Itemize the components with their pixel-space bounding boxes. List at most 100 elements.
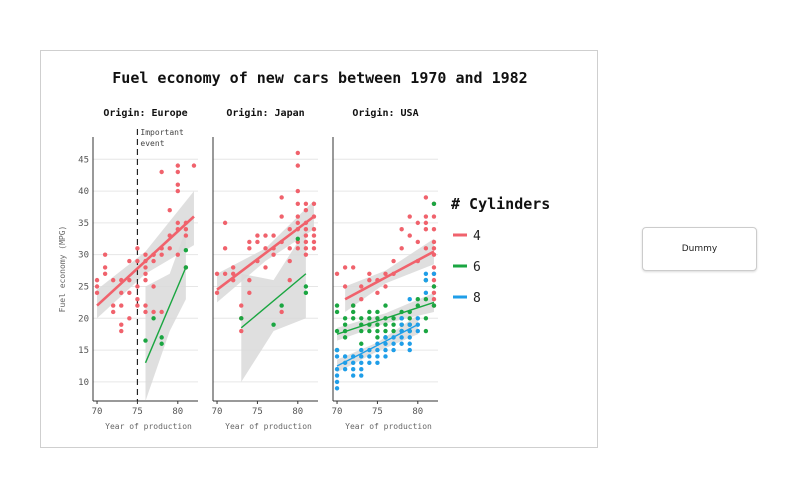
data-point-cyl-6 bbox=[334, 309, 340, 315]
y-tick-label: 40 bbox=[78, 187, 89, 197]
data-point-cyl-8 bbox=[431, 271, 437, 276]
data-point-cyl-4 bbox=[247, 239, 252, 245]
data-point-cyl-6 bbox=[367, 309, 372, 315]
data-point-cyl-6 bbox=[159, 335, 164, 340]
data-point-cyl-4 bbox=[143, 303, 148, 308]
data-point-cyl-4 bbox=[214, 271, 220, 276]
x-tick-label: 75 bbox=[372, 407, 383, 417]
data-point-cyl-4 bbox=[159, 252, 164, 257]
data-point-cyl-6 bbox=[383, 303, 388, 308]
data-point-cyl-6 bbox=[383, 328, 388, 334]
data-point-cyl-8 bbox=[359, 366, 364, 372]
data-point-cyl-4 bbox=[279, 214, 284, 219]
data-point-cyl-6 bbox=[334, 303, 340, 308]
data-point-cyl-8 bbox=[359, 354, 364, 359]
data-point-cyl-4 bbox=[287, 277, 292, 283]
data-point-cyl-4 bbox=[415, 239, 421, 245]
data-point-cyl-4 bbox=[423, 214, 429, 219]
data-point-cyl-8 bbox=[359, 360, 364, 366]
data-point-cyl-6 bbox=[303, 290, 309, 296]
x-axis-label: Year of production bbox=[345, 422, 432, 431]
data-point-cyl-4 bbox=[143, 277, 148, 283]
data-point-cyl-4 bbox=[94, 290, 100, 296]
data-point-cyl-4 bbox=[359, 297, 364, 302]
data-point-cyl-4 bbox=[263, 233, 268, 238]
data-point-cyl-4 bbox=[135, 297, 140, 302]
data-point-cyl-8 bbox=[423, 277, 429, 283]
data-point-cyl-4 bbox=[110, 309, 116, 315]
data-point-cyl-8 bbox=[399, 322, 404, 327]
data-point-cyl-8 bbox=[399, 335, 404, 340]
data-point-cyl-8 bbox=[383, 335, 388, 340]
data-point-cyl-8 bbox=[407, 341, 412, 346]
data-point-cyl-4 bbox=[135, 246, 140, 251]
data-point-cyl-6 bbox=[350, 316, 356, 321]
data-point-cyl-6 bbox=[431, 303, 437, 308]
data-point-cyl-6 bbox=[279, 303, 284, 308]
data-point-cyl-4 bbox=[383, 271, 388, 276]
data-point-cyl-6 bbox=[350, 303, 356, 308]
data-point-cyl-4 bbox=[431, 239, 437, 245]
data-point-cyl-8 bbox=[415, 316, 421, 321]
data-point-cyl-4 bbox=[110, 277, 116, 283]
figure-frame: Fuel economy of new cars between 1970 an… bbox=[40, 50, 598, 448]
legend-label-cyl-8: 8 bbox=[473, 291, 481, 306]
data-point-cyl-4 bbox=[311, 201, 317, 206]
data-point-cyl-4 bbox=[119, 290, 124, 296]
data-point-cyl-4 bbox=[247, 246, 252, 251]
data-point-cyl-4 bbox=[102, 265, 108, 270]
data-point-cyl-4 bbox=[119, 303, 124, 308]
data-point-cyl-6 bbox=[143, 338, 148, 343]
data-point-cyl-8 bbox=[407, 297, 412, 302]
x-tick-label: 80 bbox=[412, 407, 423, 417]
data-point-cyl-6 bbox=[431, 201, 437, 206]
annotation-text: Important bbox=[140, 128, 184, 137]
data-point-cyl-4 bbox=[102, 252, 108, 257]
data-point-cyl-6 bbox=[415, 297, 421, 302]
legend-title: # Cylinders bbox=[451, 195, 550, 213]
data-point-cyl-4 bbox=[415, 220, 421, 226]
data-point-cyl-4 bbox=[247, 290, 252, 296]
data-point-cyl-4 bbox=[431, 227, 437, 232]
data-point-cyl-4 bbox=[303, 246, 309, 251]
data-point-cyl-4 bbox=[295, 214, 301, 219]
data-point-cyl-8 bbox=[407, 335, 412, 340]
data-point-cyl-4 bbox=[431, 214, 437, 219]
data-point-cyl-4 bbox=[175, 188, 181, 194]
data-point-cyl-6 bbox=[271, 322, 276, 327]
data-point-cyl-4 bbox=[263, 246, 268, 251]
y-tick-label: 25 bbox=[78, 282, 89, 292]
data-point-cyl-8 bbox=[334, 386, 340, 391]
data-point-cyl-6 bbox=[367, 328, 372, 334]
data-point-cyl-8 bbox=[375, 354, 380, 359]
trend-line-cyl-4 bbox=[344, 250, 435, 301]
data-point-cyl-4 bbox=[271, 252, 276, 257]
data-point-cyl-4 bbox=[167, 246, 172, 251]
faceted-scatter-chart: Fuel economy of new cars between 1970 an… bbox=[58, 69, 550, 431]
x-tick-label: 70 bbox=[212, 407, 223, 417]
panel-title: Origin: Japan bbox=[226, 107, 304, 119]
data-point-cyl-6 bbox=[383, 322, 388, 327]
panel-originusa: Origin: USA 70 75 80 Year of production bbox=[332, 107, 438, 431]
data-point-cyl-4 bbox=[151, 284, 156, 289]
data-point-cyl-4 bbox=[263, 265, 268, 270]
data-point-cyl-6 bbox=[342, 316, 348, 321]
data-point-cyl-4 bbox=[94, 277, 100, 283]
data-point-cyl-4 bbox=[119, 322, 124, 327]
data-point-cyl-4 bbox=[110, 303, 116, 308]
data-point-cyl-4 bbox=[287, 227, 292, 232]
data-point-cyl-4 bbox=[303, 239, 309, 245]
dummy-button[interactable]: Dummy bbox=[642, 227, 757, 271]
data-point-cyl-4 bbox=[311, 233, 317, 238]
trend-line-cyl-6 bbox=[144, 267, 187, 364]
data-point-cyl-4 bbox=[367, 271, 372, 276]
data-point-cyl-4 bbox=[175, 163, 181, 168]
data-point-cyl-8 bbox=[383, 347, 388, 353]
data-point-cyl-4 bbox=[295, 150, 301, 156]
trend-line-cyl-4 bbox=[96, 215, 195, 307]
panel-originjapan: Origin: Japan 70 75 80 Year of production bbox=[212, 107, 318, 431]
data-point-cyl-4 bbox=[239, 303, 244, 308]
data-point-cyl-8 bbox=[334, 354, 340, 359]
data-point-cyl-6 bbox=[375, 309, 380, 315]
data-point-cyl-4 bbox=[151, 258, 156, 264]
